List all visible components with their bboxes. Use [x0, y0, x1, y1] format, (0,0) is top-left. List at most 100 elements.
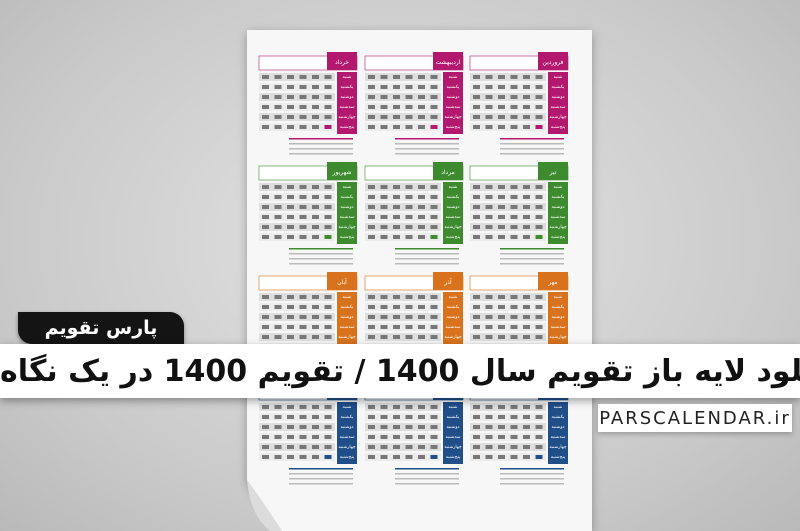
weekday: سه‌شنبه — [445, 105, 460, 110]
day-cell — [274, 125, 282, 129]
day-cell — [380, 445, 388, 449]
day-cell — [380, 215, 388, 219]
day-cell — [274, 295, 282, 299]
day-cell — [393, 425, 400, 429]
weekday: شنبه — [554, 295, 563, 300]
day-cell — [535, 425, 543, 429]
day-row — [259, 303, 335, 311]
day-cell — [430, 105, 438, 109]
day-cell — [312, 415, 319, 419]
day-cell — [405, 105, 413, 109]
day-row — [470, 83, 546, 91]
day-cell — [535, 405, 543, 409]
day-cell — [393, 105, 400, 109]
day-cell — [485, 335, 493, 339]
note-line — [289, 483, 353, 485]
day-cell — [405, 215, 413, 219]
day-row — [259, 293, 335, 301]
day-cell — [380, 205, 388, 209]
day-cell — [498, 435, 505, 439]
note-line — [395, 143, 459, 145]
day-cell — [498, 325, 505, 329]
day-cell — [405, 415, 413, 419]
day-row — [365, 83, 441, 91]
day-cell — [274, 95, 282, 99]
day-cell — [405, 185, 413, 189]
day-cell — [418, 335, 425, 339]
day-cell — [324, 305, 332, 309]
day-cell — [274, 215, 282, 219]
day-cell — [380, 225, 388, 229]
day-cell — [523, 215, 530, 219]
day-cell — [510, 305, 518, 309]
day-cell — [473, 425, 480, 429]
day-row — [365, 213, 441, 221]
day-cell — [324, 215, 332, 219]
day-cell — [418, 425, 425, 429]
website: PARSCALENDAR.ir — [599, 407, 791, 429]
day-cell — [262, 215, 269, 219]
day-cell — [473, 75, 480, 79]
day-cell — [535, 125, 543, 129]
weekday-strip — [443, 72, 463, 134]
day-cell — [312, 455, 319, 459]
day-cell — [510, 185, 518, 189]
day-cell — [418, 225, 425, 229]
weekday: سه‌شنبه — [550, 215, 565, 220]
day-cell — [287, 85, 294, 89]
day-row — [365, 223, 441, 231]
day-cell — [274, 115, 282, 119]
day-cell — [430, 195, 438, 199]
day-cell — [299, 105, 307, 109]
day-cell — [498, 75, 505, 79]
day-cell — [393, 405, 400, 409]
day-row — [365, 403, 441, 411]
weekday: چهارشنبه — [444, 115, 462, 120]
day-cell — [535, 95, 543, 99]
day-cell — [418, 315, 425, 319]
day-cell — [430, 445, 438, 449]
day-cell — [510, 95, 518, 99]
note-line — [395, 258, 459, 260]
day-cell — [312, 205, 319, 209]
day-cell — [393, 315, 400, 319]
day-row — [365, 323, 441, 331]
day-cell — [430, 425, 438, 429]
day-cell — [380, 295, 388, 299]
day-cell — [430, 305, 438, 309]
day-cell — [274, 415, 282, 419]
day-cell — [368, 215, 375, 219]
note-line — [500, 473, 564, 475]
day-cell — [312, 435, 319, 439]
day-cell — [324, 435, 332, 439]
headline-banner: دانلود لایه باز تقویم سال 1400 / تقویم 1… — [0, 344, 800, 398]
day-row — [365, 233, 441, 241]
day-cell — [498, 85, 505, 89]
day-cell — [430, 435, 438, 439]
day-cell — [485, 405, 493, 409]
day-cell — [380, 195, 388, 199]
day-cell — [510, 325, 518, 329]
day-cell — [262, 315, 269, 319]
day-cell — [324, 335, 332, 339]
day-row — [365, 453, 441, 461]
day-cell — [287, 215, 294, 219]
day-cell — [274, 185, 282, 189]
day-cell — [368, 75, 375, 79]
day-cell — [485, 415, 493, 419]
day-cell — [510, 315, 518, 319]
note-line — [500, 468, 564, 470]
day-cell — [262, 305, 269, 309]
day-cell — [368, 415, 375, 419]
day-cell — [274, 425, 282, 429]
day-row — [259, 183, 335, 191]
day-cell — [405, 325, 413, 329]
day-cell — [510, 125, 518, 129]
day-cell — [368, 425, 375, 429]
day-cell — [393, 325, 400, 329]
weekday: شنبه — [343, 185, 352, 190]
day-cell — [368, 185, 375, 189]
day-cell — [510, 205, 518, 209]
day-cell — [405, 235, 413, 239]
